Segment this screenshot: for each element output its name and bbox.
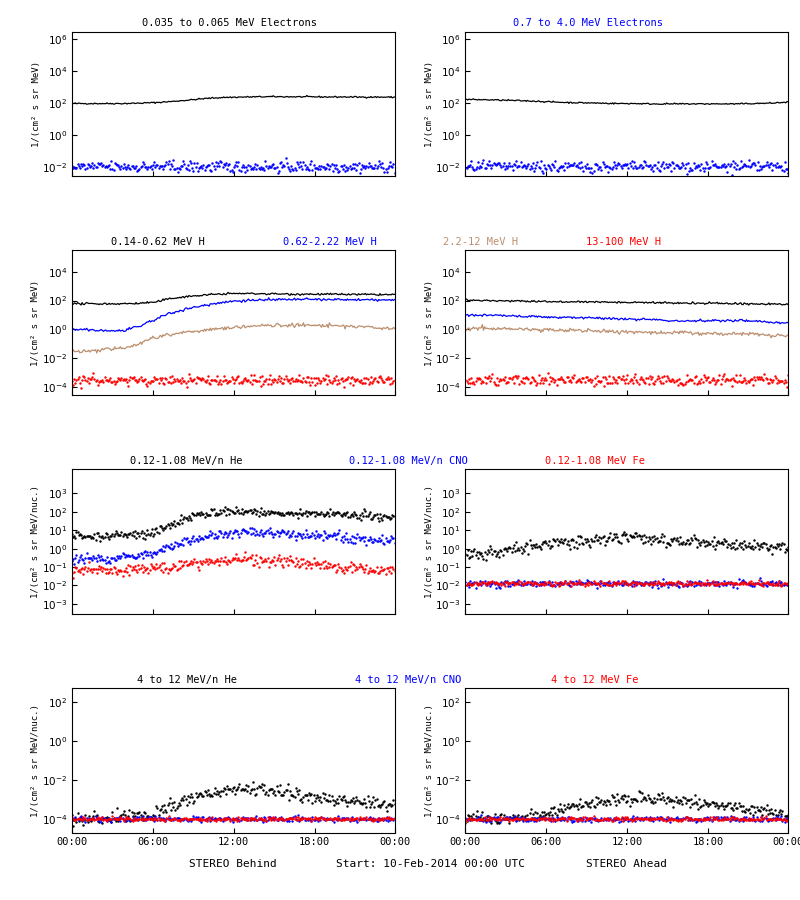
Y-axis label: 1/(cm² s sr MeV): 1/(cm² s sr MeV) — [31, 280, 40, 365]
Text: 13-100 MeV H: 13-100 MeV H — [586, 237, 661, 247]
Text: 0.12-1.08 MeV/n He: 0.12-1.08 MeV/n He — [130, 456, 243, 466]
Text: 4 to 12 MeV/n CNO: 4 to 12 MeV/n CNO — [355, 675, 462, 685]
Y-axis label: 1/(cm² s sr MeV): 1/(cm² s sr MeV) — [425, 280, 434, 365]
Text: 0.12-1.08 MeV/n CNO: 0.12-1.08 MeV/n CNO — [349, 456, 468, 466]
Text: 4 to 12 MeV/n He: 4 to 12 MeV/n He — [137, 675, 237, 685]
Text: STEREO Ahead: STEREO Ahead — [586, 860, 667, 869]
Y-axis label: 1/(cm² s sr MeV/nuc.): 1/(cm² s sr MeV/nuc.) — [425, 485, 434, 598]
Text: 0.7 to 4.0 MeV Electrons: 0.7 to 4.0 MeV Electrons — [513, 18, 662, 28]
Text: Start: 10-Feb-2014 00:00 UTC: Start: 10-Feb-2014 00:00 UTC — [335, 860, 525, 869]
Text: 0.14-0.62 MeV H: 0.14-0.62 MeV H — [111, 237, 205, 247]
Y-axis label: 1/(cm² s sr MeV/nuc.): 1/(cm² s sr MeV/nuc.) — [425, 704, 434, 817]
Text: 4 to 12 MeV Fe: 4 to 12 MeV Fe — [551, 675, 638, 685]
Y-axis label: 1/(cm² s sr MeV/nuc.): 1/(cm² s sr MeV/nuc.) — [31, 704, 40, 817]
Text: STEREO Behind: STEREO Behind — [190, 860, 277, 869]
Text: 2.2-12 MeV H: 2.2-12 MeV H — [442, 237, 518, 247]
Y-axis label: 1/(cm² s sr MeV): 1/(cm² s sr MeV) — [425, 60, 434, 147]
Text: 0.62-2.22 MeV H: 0.62-2.22 MeV H — [283, 237, 377, 247]
Text: 0.035 to 0.065 MeV Electrons: 0.035 to 0.065 MeV Electrons — [142, 18, 317, 28]
Y-axis label: 1/(cm² s sr MeV): 1/(cm² s sr MeV) — [31, 60, 41, 147]
Text: 0.12-1.08 MeV Fe: 0.12-1.08 MeV Fe — [545, 456, 645, 466]
Y-axis label: 1/(cm² s sr MeV/nuc.): 1/(cm² s sr MeV/nuc.) — [31, 485, 40, 598]
